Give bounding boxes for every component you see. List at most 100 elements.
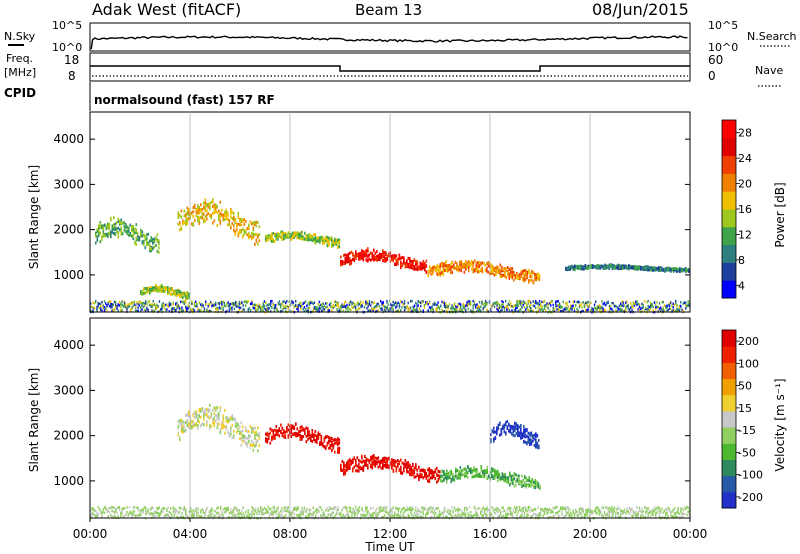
heat-cell xyxy=(322,237,324,241)
heat-cell xyxy=(370,456,372,460)
heat-cell xyxy=(180,291,183,295)
heat-cell xyxy=(526,429,528,432)
heat-cell xyxy=(536,482,538,486)
heat-cell xyxy=(478,270,481,273)
heat-cell xyxy=(282,304,284,307)
heat-cell xyxy=(621,308,623,312)
heat-cell xyxy=(137,238,139,242)
heat-cell xyxy=(649,268,651,272)
heat-cell xyxy=(280,423,282,427)
heat-cell xyxy=(132,506,134,509)
heat-cell xyxy=(172,307,174,310)
heat-cell xyxy=(411,299,413,303)
heat-cell xyxy=(117,303,119,306)
heat-cell xyxy=(415,267,417,271)
heat-cell xyxy=(403,256,405,260)
heat-cell xyxy=(240,306,242,310)
heat-cell xyxy=(364,254,366,258)
colorbar-tick-label: 4 xyxy=(738,279,745,292)
heat-cell xyxy=(120,226,123,230)
heat-cell xyxy=(412,262,414,266)
heat-cell xyxy=(565,308,567,311)
heat-cell xyxy=(308,236,311,239)
heat-cell xyxy=(260,305,262,308)
heat-cell xyxy=(455,467,457,471)
heat-cell xyxy=(530,307,532,310)
heat-cell xyxy=(98,234,100,238)
heat-cell xyxy=(407,262,410,266)
heat-cell xyxy=(251,427,253,430)
heat-cell xyxy=(343,301,346,304)
heat-cell xyxy=(266,235,269,239)
heat-cell xyxy=(308,436,311,440)
heat-cell xyxy=(136,301,138,304)
heat-cell xyxy=(570,304,572,307)
heat-cell xyxy=(331,309,333,312)
heat-cell xyxy=(346,461,348,465)
heat-cell xyxy=(337,240,339,244)
heat-cell xyxy=(204,206,207,210)
heat-cell xyxy=(167,292,169,295)
heat-cell xyxy=(323,436,326,440)
heat-cell xyxy=(374,257,377,261)
heat-cell xyxy=(198,220,201,224)
heat-cell xyxy=(575,304,577,307)
heat-cell xyxy=(233,212,235,216)
heat-cell xyxy=(473,466,475,470)
heat-cell xyxy=(213,416,216,420)
heat-cell xyxy=(148,303,151,307)
heat-cell xyxy=(107,222,109,226)
heat-cell xyxy=(308,238,311,242)
heat-cell xyxy=(262,309,264,312)
heat-cell xyxy=(258,434,261,438)
heat-cell xyxy=(503,309,506,312)
heat-cell xyxy=(209,202,211,206)
heat-cell xyxy=(577,300,579,304)
heat-cell xyxy=(525,269,527,273)
heat-cell xyxy=(233,416,235,420)
heat-cell xyxy=(355,461,357,465)
power-colorbar-label: Power [dB] xyxy=(773,182,787,247)
heat-cell xyxy=(197,204,199,208)
heat-cell xyxy=(236,425,238,429)
heat-cell xyxy=(131,512,133,515)
heat-cell xyxy=(386,254,389,258)
heat-cell xyxy=(520,303,522,306)
heat-cell xyxy=(121,507,123,511)
heat-cell xyxy=(120,222,123,226)
heat-cell xyxy=(602,309,604,312)
heat-cell xyxy=(156,239,159,243)
heat-cell xyxy=(149,247,151,251)
heat-cell xyxy=(215,301,217,305)
heat-cell xyxy=(606,302,608,305)
heat-cell xyxy=(494,474,496,478)
heat-cell xyxy=(643,267,645,271)
heat-cell xyxy=(117,235,120,239)
heat-cell xyxy=(243,434,246,438)
heat-cell xyxy=(409,467,411,471)
heat-cell xyxy=(513,304,516,307)
heat-cell xyxy=(428,306,431,309)
heat-cell xyxy=(361,466,363,470)
heat-cell xyxy=(499,268,502,272)
heat-cell xyxy=(285,310,287,313)
heat-cell xyxy=(222,307,224,310)
heat-cell xyxy=(391,462,393,465)
heat-cell xyxy=(509,429,512,433)
heat-cell xyxy=(400,465,402,469)
heat-cell xyxy=(445,305,447,309)
heat-cell xyxy=(141,289,144,293)
heat-cell xyxy=(308,430,311,434)
heat-cell xyxy=(356,302,358,305)
heat-cell xyxy=(322,302,324,305)
heat-cell xyxy=(149,288,151,291)
heat-cell xyxy=(185,305,187,308)
heat-cell xyxy=(103,506,106,509)
heat-cell xyxy=(179,419,181,423)
heat-cell xyxy=(213,406,216,410)
heat-cell xyxy=(471,262,473,266)
heat-cell xyxy=(391,257,393,261)
heat-cell xyxy=(204,209,207,213)
heat-cell xyxy=(105,506,107,509)
heat-cell xyxy=(278,233,281,236)
